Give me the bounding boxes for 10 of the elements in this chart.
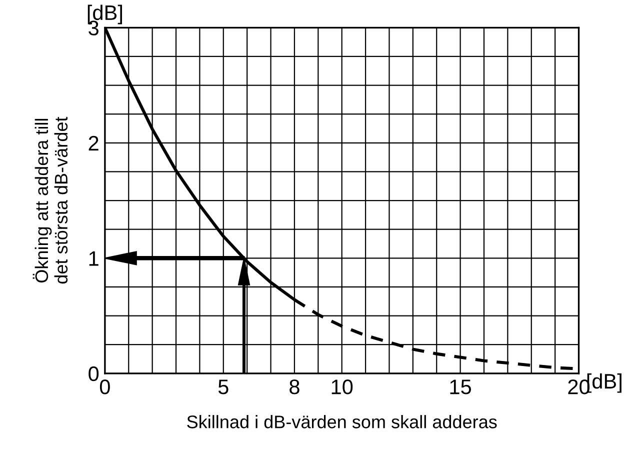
y-tick-label: 0 [88,366,99,382]
y-tick-label: 2 [88,136,98,150]
x-tick-label: 0 [100,380,110,394]
x-axis-title: Skillnad i dB-värden som skall adderas [187,415,497,428]
x-tick-label: 15 [450,380,472,394]
x-tick-label: 5 [218,380,228,394]
y-tick-label: 1 [89,251,98,266]
x-tick-label: 8 [290,380,300,394]
x-tick-label: 10 [332,380,353,394]
y-axis-title: Ökning att addera till det största dB-värdet [32,116,68,284]
